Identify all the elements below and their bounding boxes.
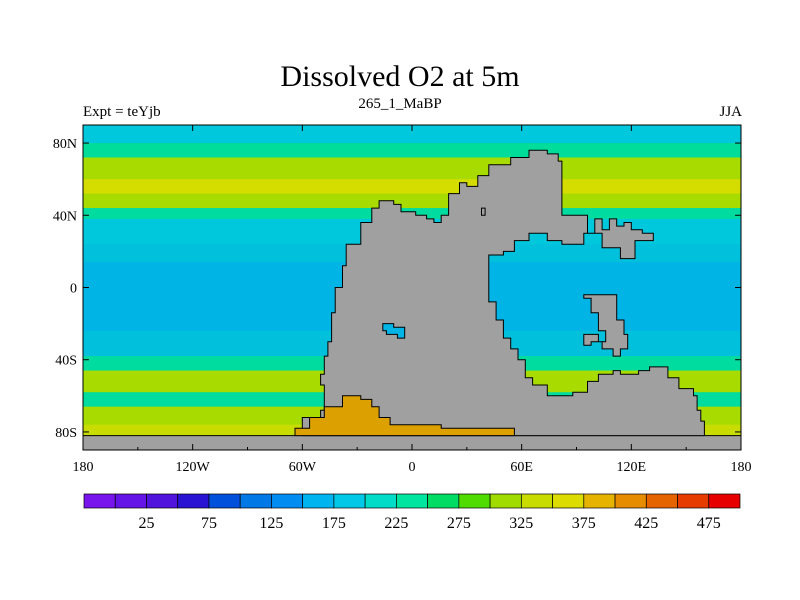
land-mask	[83, 149, 741, 450]
colorbar-label: 425	[634, 515, 658, 532]
colorbar-swatch	[614, 493, 647, 509]
x-tick-label: 120E	[617, 460, 647, 475]
colorbar-swatch	[458, 493, 491, 509]
colorbar-label: 125	[259, 515, 283, 532]
x-tick-label: 60E	[510, 460, 533, 475]
colorbar-swatch	[302, 493, 335, 509]
axis-ticks: 180 120W 60W 0 60E 120E 180 80N 40N 0 40S 80S	[53, 125, 752, 475]
colorbar-swatch	[177, 493, 210, 509]
colorbar-swatch	[708, 493, 741, 509]
colorbar-label: 25	[139, 515, 155, 532]
season-label: JJA	[719, 104, 742, 120]
ocean-band-1	[83, 143, 741, 158]
landmass-1	[301, 149, 705, 437]
colorbar-swatch	[146, 493, 179, 509]
high-value-region	[294, 395, 515, 437]
colorbar-label: 75	[201, 515, 217, 532]
ocean-band-2	[83, 157, 741, 180]
y-tick-label: 0	[70, 282, 77, 297]
inland-sea-0	[382, 323, 406, 339]
y-tick-label: 40S	[55, 354, 77, 369]
colorbar-swatch	[114, 493, 147, 509]
colorbar-swatch	[208, 493, 241, 509]
colorbar-label: 375	[572, 515, 596, 532]
landmass-3	[583, 294, 629, 357]
y-tick-label: 40N	[53, 209, 77, 224]
ocean-band-3	[83, 179, 741, 195]
x-tick-label: 120W	[176, 460, 211, 475]
x-tick-label: 180	[731, 460, 752, 475]
ocean-band-0	[83, 125, 741, 144]
colorbar: 25 75 125 175 225 275 325 375 425 475	[83, 493, 741, 532]
colorbar-swatch	[645, 493, 678, 509]
x-tick-label: 60W	[289, 460, 317, 475]
landmass-0	[83, 435, 741, 450]
colorbar-swatch	[239, 493, 272, 509]
ocean-band-4	[83, 193, 741, 209]
colorbar-swatch	[520, 493, 553, 509]
colorbar-swatch	[583, 493, 616, 509]
colorbar-swatch	[427, 493, 460, 509]
colorbar-label: 475	[697, 515, 721, 532]
colorbar-label: 225	[384, 515, 408, 532]
x-tick-label: 0	[409, 460, 416, 475]
colorbar-swatch	[677, 493, 710, 509]
experiment-label: Expt = teYjb	[83, 104, 161, 120]
landmass-2	[481, 207, 486, 216]
colorbar-swatch	[83, 493, 116, 509]
colorbar-swatch	[271, 493, 304, 509]
colorbar-label: 325	[509, 515, 533, 532]
colorbar-label: 275	[447, 515, 471, 532]
colorbar-swatch	[364, 493, 397, 509]
colorbar-swatch	[396, 493, 428, 509]
plot-subtitle: 265_1_MaBP	[358, 96, 442, 112]
colorbar-swatch	[489, 493, 522, 509]
colorbar-swatch	[333, 493, 366, 509]
y-tick-label: 80S	[55, 426, 77, 441]
colorbar-label: 175	[322, 515, 346, 532]
y-tick-label: 80N	[53, 137, 77, 152]
colorbar-swatch	[552, 493, 585, 509]
plot-title: Dissolved O2 at 5m	[280, 60, 520, 93]
x-tick-label: 180	[73, 460, 94, 475]
